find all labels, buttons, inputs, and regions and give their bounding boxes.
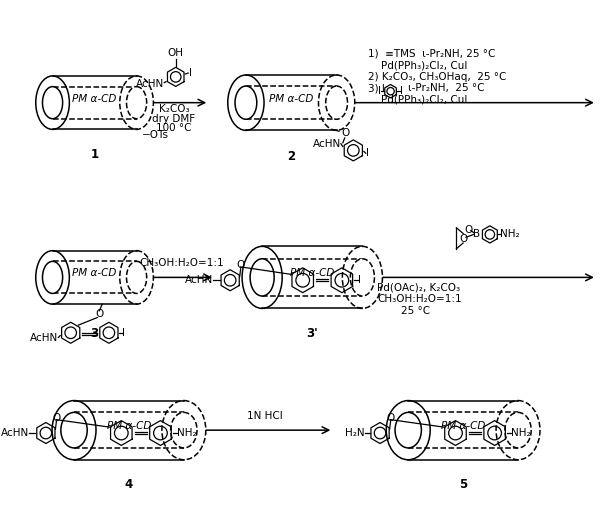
Text: O: O <box>237 260 245 270</box>
Text: −OTs: −OTs <box>142 130 169 140</box>
Text: O: O <box>95 309 104 318</box>
Text: I: I <box>400 86 403 96</box>
Ellipse shape <box>126 87 147 118</box>
Text: CH₃OH:H₂O=1:1: CH₃OH:H₂O=1:1 <box>377 294 462 304</box>
Text: 5: 5 <box>459 478 467 491</box>
Text: I: I <box>378 86 381 96</box>
Text: 1N HCl: 1N HCl <box>247 411 282 421</box>
Text: I: I <box>358 275 361 285</box>
Text: O: O <box>465 225 473 235</box>
Text: PM α-CD: PM α-CD <box>107 421 151 431</box>
Text: AcHN: AcHN <box>136 79 164 88</box>
Ellipse shape <box>43 261 63 294</box>
Ellipse shape <box>343 247 382 308</box>
Text: AcHN: AcHN <box>1 428 29 438</box>
Ellipse shape <box>120 251 154 304</box>
Text: AcHN: AcHN <box>312 139 341 149</box>
Ellipse shape <box>250 259 274 296</box>
Text: 3) I: 3) I <box>368 83 385 93</box>
Polygon shape <box>52 76 137 130</box>
Text: AcHN: AcHN <box>185 275 213 285</box>
Text: PM α-CD: PM α-CD <box>269 94 314 104</box>
Text: Pd(PPh₃)₂Cl₂, CuI: Pd(PPh₃)₂Cl₂, CuI <box>368 95 467 105</box>
Text: AcHN: AcHN <box>30 333 58 343</box>
Text: 100 °C: 100 °C <box>156 123 191 133</box>
Polygon shape <box>52 251 137 304</box>
Text: O: O <box>459 234 467 244</box>
Polygon shape <box>408 400 518 460</box>
Ellipse shape <box>36 251 69 304</box>
Text: NH₂: NH₂ <box>511 428 530 438</box>
Ellipse shape <box>43 87 63 118</box>
Text: I: I <box>122 328 125 338</box>
Text: PM α-CD: PM α-CD <box>290 268 335 278</box>
Text: Pd(PPh₃)₂Cl₂, CuI: Pd(PPh₃)₂Cl₂, CuI <box>368 60 467 70</box>
Text: Pd(OAc)₂, K₂CO₃: Pd(OAc)₂, K₂CO₃ <box>377 283 461 293</box>
Ellipse shape <box>162 400 206 460</box>
Ellipse shape <box>235 86 257 119</box>
Ellipse shape <box>228 75 264 130</box>
Text: H₂N: H₂N <box>345 428 365 438</box>
Text: OH: OH <box>168 48 184 58</box>
Polygon shape <box>246 75 337 130</box>
Ellipse shape <box>395 413 421 448</box>
Ellipse shape <box>386 400 430 460</box>
Ellipse shape <box>350 259 374 296</box>
Ellipse shape <box>505 413 531 448</box>
Polygon shape <box>74 400 184 460</box>
Text: PM α-CD: PM α-CD <box>72 94 117 104</box>
Ellipse shape <box>120 76 154 130</box>
Ellipse shape <box>326 86 347 119</box>
Text: O: O <box>341 128 349 138</box>
Ellipse shape <box>61 413 87 448</box>
Text: 3: 3 <box>90 327 99 340</box>
Text: I: I <box>366 148 369 158</box>
Text: ι-Pr₂NH,  25 °C: ι-Pr₂NH, 25 °C <box>408 83 484 93</box>
Text: O: O <box>52 413 61 423</box>
Text: 4: 4 <box>125 478 133 491</box>
Ellipse shape <box>318 75 355 130</box>
Text: 1)  ≡TMS  ι-Pr₂NH, 25 °C: 1) ≡TMS ι-Pr₂NH, 25 °C <box>368 49 495 59</box>
Text: 2) K₂CO₃, CH₃OHaq,  25 °C: 2) K₂CO₃, CH₃OHaq, 25 °C <box>368 72 506 82</box>
Text: PM α-CD: PM α-CD <box>72 268 117 278</box>
Text: dry DMF: dry DMF <box>152 114 196 124</box>
Text: I: I <box>189 68 192 78</box>
Ellipse shape <box>52 400 96 460</box>
Text: NH₂: NH₂ <box>500 230 520 240</box>
Text: PM α-CD: PM α-CD <box>441 421 485 431</box>
Text: 3': 3' <box>306 327 318 340</box>
Text: 2: 2 <box>287 150 296 163</box>
Ellipse shape <box>126 261 147 294</box>
Text: 25 °C: 25 °C <box>401 306 430 316</box>
Text: NH₂: NH₂ <box>176 428 196 438</box>
Polygon shape <box>262 247 362 308</box>
Text: K₂CO₃: K₂CO₃ <box>158 104 189 114</box>
Ellipse shape <box>170 413 197 448</box>
Text: 1: 1 <box>90 149 99 161</box>
Ellipse shape <box>242 247 282 308</box>
Text: O: O <box>386 413 395 423</box>
Text: B: B <box>473 230 480 240</box>
Text: CH₃OH:H₂O=1:1: CH₃OH:H₂O=1:1 <box>139 258 224 268</box>
Ellipse shape <box>36 76 69 130</box>
Ellipse shape <box>496 400 540 460</box>
